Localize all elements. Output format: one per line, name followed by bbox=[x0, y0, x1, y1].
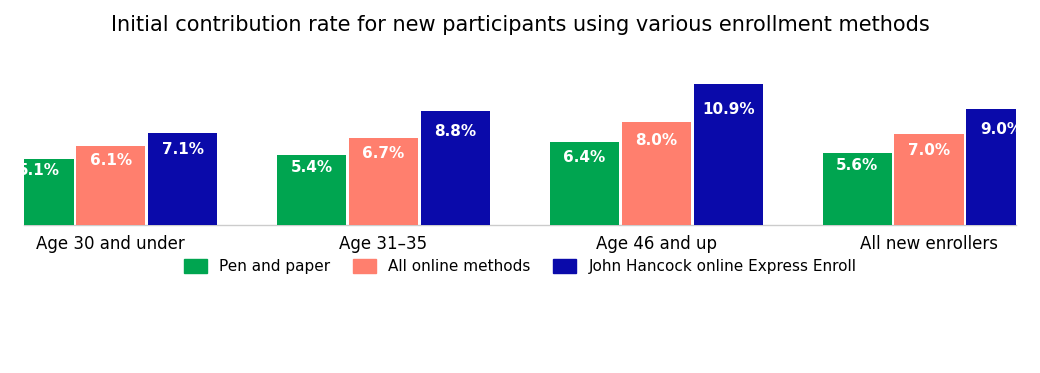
Text: 7.1%: 7.1% bbox=[161, 142, 204, 157]
Text: 5.1%: 5.1% bbox=[18, 163, 59, 178]
Text: 5.6%: 5.6% bbox=[836, 158, 879, 173]
Text: 6.1%: 6.1% bbox=[89, 153, 132, 168]
Text: 8.0%: 8.0% bbox=[635, 133, 677, 148]
Title: Initial contribution rate for new participants using various enrollment methods: Initial contribution rate for new partic… bbox=[110, 15, 930, 35]
Text: 6.7%: 6.7% bbox=[362, 147, 405, 162]
Bar bbox=[622, 122, 692, 225]
Bar bbox=[823, 153, 892, 225]
Bar bbox=[894, 134, 964, 225]
Text: 8.8%: 8.8% bbox=[435, 124, 476, 139]
Bar bbox=[966, 109, 1036, 225]
Text: 5.4%: 5.4% bbox=[290, 160, 333, 175]
Bar bbox=[277, 155, 346, 225]
Bar bbox=[550, 142, 619, 225]
Bar bbox=[76, 146, 146, 225]
Text: 9.0%: 9.0% bbox=[980, 122, 1022, 137]
Text: 7.0%: 7.0% bbox=[908, 143, 951, 158]
Bar bbox=[421, 111, 490, 225]
Bar bbox=[148, 133, 217, 225]
Text: 10.9%: 10.9% bbox=[702, 102, 755, 117]
Text: 6.4%: 6.4% bbox=[564, 150, 605, 164]
Bar bbox=[348, 138, 418, 225]
Legend: Pen and paper, All online methods, John Hancock online Express Enroll: Pen and paper, All online methods, John … bbox=[178, 253, 862, 280]
Bar bbox=[4, 159, 74, 225]
Bar bbox=[694, 84, 763, 225]
